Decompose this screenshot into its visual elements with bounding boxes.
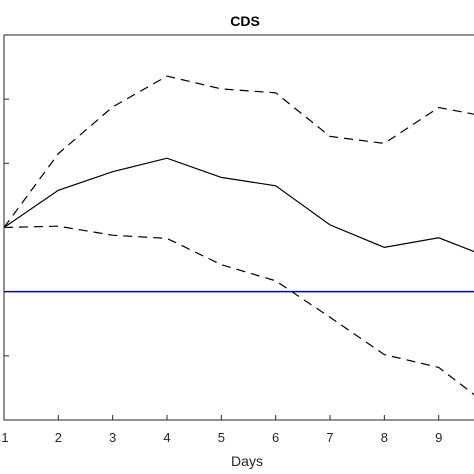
x-axis-label: Days (231, 453, 263, 469)
plot-area (3, 75, 474, 396)
x-tick-label: 3 (109, 430, 116, 445)
chart-title: CDS (230, 13, 260, 29)
series-line-3 (3, 225, 474, 396)
x-tick-label: 6 (272, 430, 279, 445)
x-tick-label: 1 (1, 430, 8, 445)
series-line-1 (3, 157, 474, 253)
x-tick-label: 4 (163, 430, 170, 445)
x-tick-label: 8 (381, 430, 388, 445)
x-tick-label: 2 (55, 430, 62, 445)
x-axis-ticks: 1 2 3 4 5 6 7 8 9 (1, 415, 442, 445)
x-tick-label: 9 (435, 430, 442, 445)
series-line-2 (3, 75, 474, 228)
y-axis-ticks (4, 34, 9, 421)
axes-frame (3, 34, 474, 421)
x-tick-label: 7 (326, 430, 333, 445)
x-tick-label: 5 (218, 430, 225, 445)
